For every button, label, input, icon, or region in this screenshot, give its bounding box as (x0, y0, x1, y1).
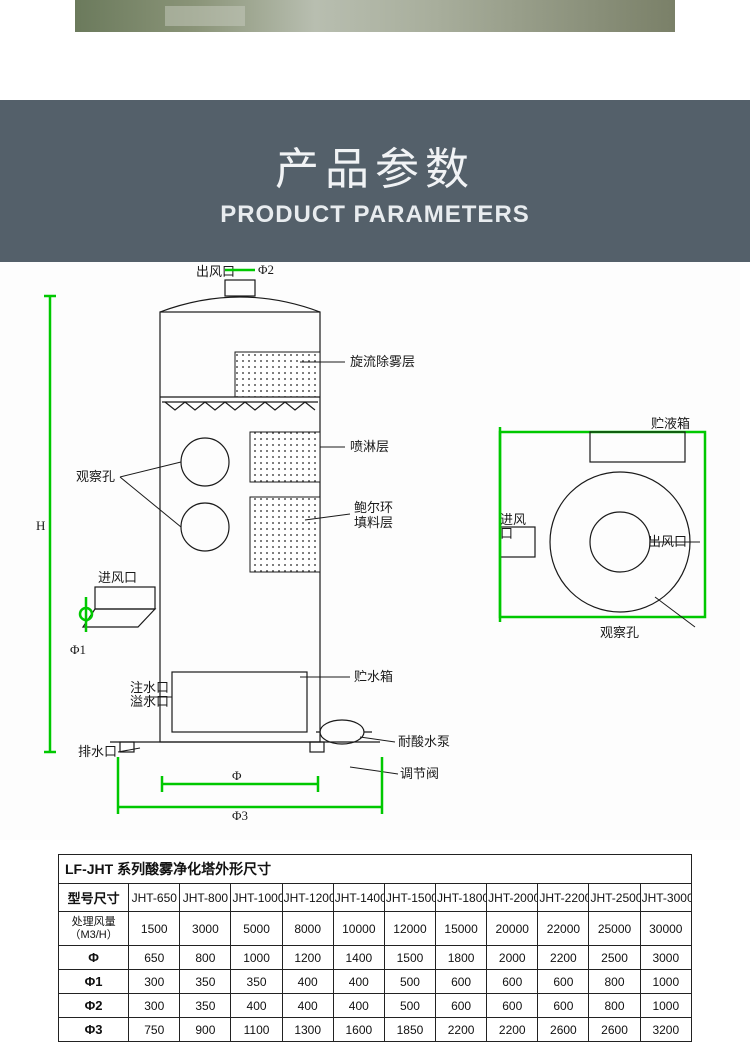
model-cell: JHT-1200 (282, 884, 333, 912)
label-pump: 耐酸水泵 (398, 734, 450, 749)
label-phi: Φ (232, 768, 242, 783)
model-cell: JHT-1000 (231, 884, 282, 912)
table-row: 处理风量 （M3/H） 1500 3000 5000 8000 10000 12… (59, 912, 692, 946)
label-outlet-top: 出风口 (196, 264, 235, 279)
label-fill-1: 注水口 (130, 680, 169, 695)
table-header-row: 型号尺寸 JHT-650 JHT-800 JHT-1000 JHT-1200 J… (59, 884, 692, 912)
label-phi2: Φ2 (258, 262, 274, 277)
model-cell: JHT-2200 (538, 884, 589, 912)
label-phi3: Φ3 (232, 808, 248, 823)
label-side-out: 出风口 (648, 534, 687, 549)
model-cell: JHT-2000 (487, 884, 538, 912)
model-cell: JHT-800 (180, 884, 231, 912)
label-tank: 贮水箱 (354, 669, 393, 684)
banner-title-cn: 产品参数 (275, 133, 475, 197)
product-photo (75, 0, 675, 32)
label-inlet: 进风口 (98, 570, 137, 585)
label-pall-2: 填料层 (354, 515, 393, 530)
label-drain: 排水口 (78, 744, 117, 759)
spec-table: LF-JHT 系列酸雾净化塔外形尺寸 型号尺寸 JHT-650 JHT-800 … (58, 854, 692, 1042)
model-cell: JHT-1400 (333, 884, 384, 912)
parameters-banner: 产品参数 PRODUCT PARAMETERS (0, 100, 750, 262)
label-side-obs: 观察孔 (600, 625, 639, 640)
scrubber-diagram: 出风口 Φ2 旋流除雾层 观察孔 喷淋层 鲍尔环 填料层 进风口 Φ1 贮水箱 … (0, 262, 740, 840)
label-fill-2: 溢水口 (130, 694, 169, 709)
table-row: Φ1 300 350 350 400 400 500 600 600 600 8… (59, 970, 692, 994)
label-pall-1: 鲍尔环 (354, 500, 393, 515)
label-H: H (36, 518, 45, 533)
model-cell: JHT-2500 (589, 884, 640, 912)
label-side-in2: 口 (500, 526, 513, 541)
row-header: 型号尺寸 (59, 884, 129, 912)
label-valve: 调节阀 (400, 766, 439, 781)
model-cell: JHT-1500 (384, 884, 435, 912)
label-side-in: 进风 (500, 512, 526, 527)
table-row: Φ2 300 350 400 400 400 500 600 600 600 8… (59, 994, 692, 1018)
label-spray: 喷淋层 (350, 439, 389, 454)
row-label: 处理风量 （M3/H） (59, 912, 129, 946)
label-side-tank: 贮液箱 (651, 416, 690, 431)
table-title: LF-JHT 系列酸雾净化塔外形尺寸 (59, 855, 692, 884)
table-row: Φ3 750 900 1100 1300 1600 1850 2200 2200… (59, 1018, 692, 1042)
label-swirl: 旋流除雾层 (350, 354, 415, 369)
table-row: Φ 650 800 1000 1200 1400 1500 1800 2000 … (59, 946, 692, 970)
model-cell: JHT-3000 (640, 884, 691, 912)
model-cell: JHT-650 (129, 884, 180, 912)
model-cell: JHT-1800 (436, 884, 487, 912)
banner-title-en: PRODUCT PARAMETERS (220, 201, 530, 229)
label-phi1: Φ1 (70, 642, 86, 657)
label-observe: 观察孔 (76, 469, 115, 484)
